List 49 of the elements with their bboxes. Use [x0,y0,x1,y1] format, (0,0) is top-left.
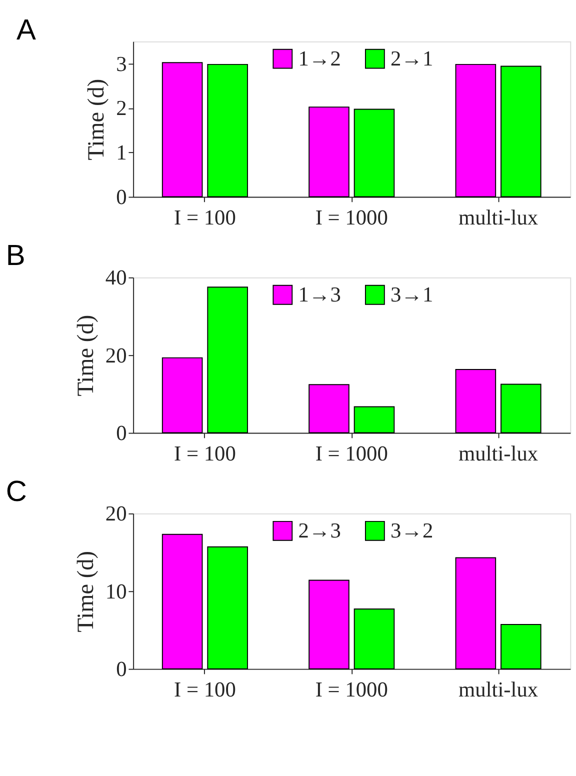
legend-label: 3→1 [390,282,434,307]
y-tick-label: 1 [116,140,127,165]
y-tick-label: 0 [116,421,127,446]
chart-title: B [6,240,26,272]
x-tick-label: I = 100 [174,441,236,466]
chart-title: A [16,14,37,46]
bar [455,64,496,198]
y-tick-label: 0 [116,185,127,210]
y-tick-label: 3 [116,52,127,76]
x-tick-label: multi-lux [458,205,538,230]
bar [455,368,496,434]
x-tick-label: I = 100 [174,678,236,702]
legend-label: 2→1 [390,46,434,71]
x-tick-label: I = 1000 [315,678,388,702]
y-axis-title: Time (d) [72,314,99,396]
legend-label: 2→3 [298,518,341,543]
bar [354,406,395,434]
y-tick-label: 10 [105,579,127,604]
x-tick-label: I = 1000 [315,205,388,230]
x-tick-label: multi-lux [458,441,538,466]
y-axis-title: Time (d) [83,78,110,160]
bar [455,557,496,670]
bar [500,624,542,670]
y-axis-title: Time (d) [72,550,99,632]
y-tick-label: 2 [116,96,127,120]
bar [162,357,203,434]
x-tick-label: I = 1000 [315,441,388,466]
bar [500,66,542,198]
x-tick-label: multi-lux [458,678,538,702]
bar [308,106,350,198]
y-tick-label: 20 [105,343,127,368]
bar [308,580,350,670]
bar [308,384,350,434]
x-tick-label: I = 100 [174,205,236,230]
legend-label: 1→2 [298,46,341,71]
y-tick-label: 40 [105,266,127,290]
bar [207,64,248,198]
bar [162,534,203,670]
chart-title: C [6,476,27,508]
y-tick-label: 0 [116,657,127,682]
legend-label: 3→2 [390,518,434,543]
legend-label: 1→3 [298,282,341,307]
bar [354,108,395,198]
bar [354,608,395,670]
y-tick-label: 20 [105,502,127,526]
bar [207,286,248,434]
bar [162,62,203,198]
bar [500,384,542,434]
bar [207,546,248,670]
